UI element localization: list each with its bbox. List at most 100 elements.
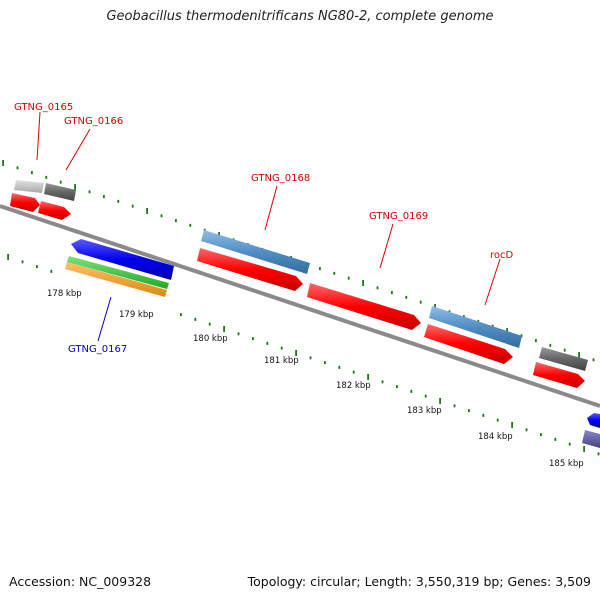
label-line-gtng-0169 bbox=[379, 223, 394, 269]
tick-label-184-kbp: 184 kbp bbox=[478, 432, 513, 442]
upper-track-tick bbox=[16, 166, 19, 170]
lower-track-tick bbox=[453, 404, 456, 408]
feature-gray-gtng-0166[interactable] bbox=[44, 183, 76, 201]
upper-track-tick bbox=[535, 339, 537, 343]
gene-label-rocd[interactable]: rocD bbox=[490, 250, 514, 261]
lower-track-tick bbox=[180, 313, 182, 317]
tick-label-179-kbp: 179 kbp bbox=[119, 310, 154, 320]
gene-label-gtng-0165[interactable]: GTNG_0165 bbox=[14, 102, 73, 113]
feature-steel-rocd[interactable] bbox=[429, 306, 522, 348]
upper-track-tick bbox=[592, 358, 595, 362]
tick-label-185-kbp: 185 kbp bbox=[549, 459, 584, 469]
feature-purple-edge[interactable] bbox=[582, 430, 600, 448]
upper-track-tick bbox=[563, 348, 566, 352]
upper-track-tick bbox=[434, 304, 436, 310]
lower-track-tick bbox=[338, 365, 341, 369]
lower-track-tick bbox=[36, 265, 38, 269]
tick-label-182-kbp: 182 kbp bbox=[336, 381, 371, 391]
label-line-gtng-0166 bbox=[65, 128, 91, 171]
upper-track-tick bbox=[549, 343, 552, 347]
lower-track-tick bbox=[482, 413, 485, 417]
lower-track-tick bbox=[367, 374, 369, 380]
upper-track-tick bbox=[491, 324, 494, 328]
lower-track-tick bbox=[324, 361, 326, 365]
upper-track-tick bbox=[88, 190, 91, 194]
lower-track-tick bbox=[568, 442, 571, 446]
lower-track-tick bbox=[439, 398, 441, 404]
upper-track-tick bbox=[31, 171, 33, 175]
lower-track-tick bbox=[554, 437, 557, 441]
upper-track-tick bbox=[448, 310, 451, 314]
gene-label-gtng-0167[interactable]: GTNG_0167 bbox=[68, 344, 127, 355]
label-line-gtng-0167 bbox=[97, 296, 112, 342]
upper-track-tick bbox=[117, 199, 120, 203]
lower-track-tick bbox=[396, 385, 398, 389]
lower-track-tick bbox=[295, 350, 297, 356]
lower-track-tick bbox=[208, 322, 211, 326]
lower-track-tick bbox=[7, 254, 9, 260]
lower-track-tick bbox=[424, 394, 427, 398]
label-line-rocd bbox=[484, 258, 501, 306]
lower-track-tick bbox=[21, 260, 24, 264]
lower-track-tick bbox=[511, 422, 513, 428]
upper-track-tick bbox=[45, 175, 48, 179]
upper-track-tick bbox=[319, 267, 321, 271]
lower-track-tick bbox=[468, 409, 470, 413]
feature-gray-next[interactable] bbox=[539, 347, 588, 371]
lower-track-tick bbox=[410, 389, 413, 393]
cds-next[interactable] bbox=[533, 362, 585, 388]
gene-label-gtng-0166[interactable]: GTNG_0166 bbox=[64, 116, 123, 127]
upper-track-tick bbox=[175, 219, 177, 223]
lower-track-tick bbox=[252, 337, 254, 341]
lower-dot-track bbox=[7, 254, 600, 456]
tick-label-180-kbp: 180 kbp bbox=[193, 334, 228, 344]
lower-track-tick bbox=[280, 346, 283, 350]
lower-track-tick bbox=[266, 341, 269, 345]
lower-track-tick bbox=[194, 317, 197, 321]
gene-label-gtng-0168[interactable]: GTNG_0168 bbox=[251, 173, 310, 184]
upper-track-tick bbox=[391, 291, 393, 295]
lower-track-tick bbox=[496, 418, 499, 422]
cds-gtng-0168[interactable] bbox=[197, 248, 303, 291]
upper-track-tick bbox=[160, 214, 163, 218]
upper-track-tick bbox=[419, 300, 422, 304]
tick-label-178-kbp: 178 kbp bbox=[47, 289, 82, 299]
cds-reverse-edge[interactable] bbox=[587, 413, 600, 428]
upper-track-tick bbox=[2, 160, 4, 166]
upper-track-tick bbox=[477, 319, 480, 323]
upper-track-tick bbox=[578, 352, 580, 358]
cds-gtng-0169[interactable] bbox=[307, 283, 421, 330]
accession-text: Accession: NC_009328 bbox=[9, 574, 152, 589]
upper-track-tick bbox=[520, 334, 523, 338]
lower-track-tick bbox=[50, 269, 53, 273]
label-line-gtng-0168 bbox=[264, 185, 278, 231]
feature-orange-gtng-0167[interactable] bbox=[65, 262, 167, 297]
upper-track-tick bbox=[376, 286, 379, 290]
upper-track-tick bbox=[74, 184, 76, 190]
lower-track-tick bbox=[540, 433, 542, 437]
label-line-gtng-0165 bbox=[36, 111, 41, 161]
feature-green-gtng-0167[interactable] bbox=[67, 256, 169, 289]
upper-track-tick bbox=[189, 223, 192, 227]
upper-track-tick bbox=[362, 280, 364, 286]
map-title: Geobacillus thermodenitrificans NG80-2, … bbox=[106, 9, 494, 24]
cds-rocd[interactable] bbox=[424, 324, 513, 364]
cds-gtng-0166[interactable] bbox=[38, 201, 71, 220]
lower-track-tick bbox=[597, 452, 600, 456]
upper-track-tick bbox=[146, 208, 148, 214]
gene-label-gtng-0169[interactable]: GTNG_0169 bbox=[369, 211, 428, 222]
upper-track-tick bbox=[333, 271, 336, 275]
feature-steel-gtng-0168[interactable] bbox=[201, 230, 310, 274]
cds-gtng-0167[interactable] bbox=[71, 239, 174, 280]
feature-light-gray-gtng-0165[interactable] bbox=[14, 180, 44, 193]
upper-track-tick bbox=[203, 228, 206, 232]
upper-track-tick bbox=[405, 295, 408, 299]
lower-track-tick bbox=[237, 332, 240, 336]
upper-track-tick bbox=[131, 204, 134, 208]
upper-track-tick bbox=[59, 180, 62, 184]
genome-summary-text: Topology: circular; Length: 3,550,319 bp… bbox=[247, 574, 591, 589]
upper-track-tick bbox=[103, 195, 105, 199]
cds-gtng-0165[interactable] bbox=[10, 193, 40, 212]
tick-label-181-kbp: 181 kbp bbox=[264, 356, 299, 366]
